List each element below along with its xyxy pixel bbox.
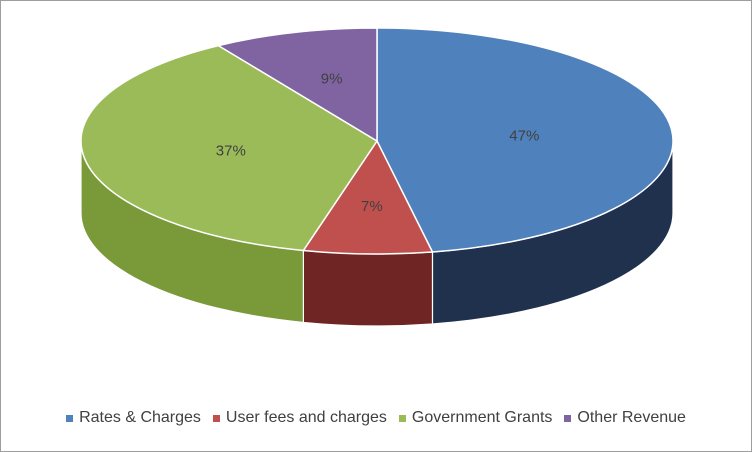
legend-label: Government Grants [412,409,553,427]
data-label-other-revenue: 9% [321,70,343,87]
pie-slice-side-user-fees-and-charges [303,250,432,326]
legend-swatch [399,415,406,422]
data-label-government-grants: 37% [216,142,246,159]
legend-label: Other Revenue [577,409,686,427]
legend-item-rates-charges: Rates & Charges [66,409,201,427]
data-label-user-fees-and-charges: 7% [361,198,383,215]
legend-swatch [564,415,571,422]
legend-label: User fees and charges [226,409,387,427]
legend: Rates & Charges User fees and charges Gove… [1,409,751,427]
data-label-rates-charges: 47% [509,127,539,144]
legend-item-other-revenue: Other Revenue [564,409,686,427]
chart-area: 47% 7% 37% 9% Rates & Charges User fees and … [0,0,752,452]
legend-swatch [213,415,220,422]
legend-item-user-fees-and-charges: User fees and charges [213,409,387,427]
legend-item-government-grants: Government Grants [399,409,553,427]
legend-label: Rates & Charges [79,409,201,427]
pie-chart: 47% 7% 37% 9% [1,1,751,406]
legend-swatch [66,415,73,422]
